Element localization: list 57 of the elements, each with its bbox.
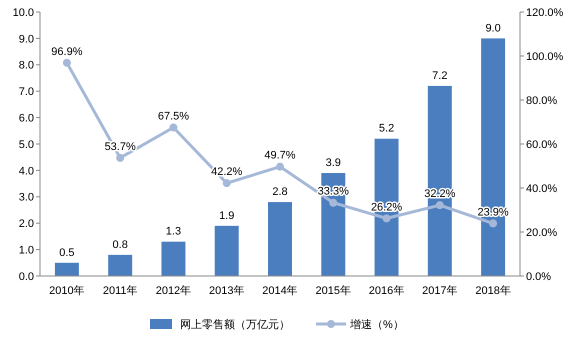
y-tick-label: 4.0 (18, 165, 34, 178)
bar (214, 226, 239, 276)
data-label: 5.2 (378, 122, 394, 135)
data-label: 7.2 (432, 70, 448, 82)
y2-tick-label: 80.0% (526, 94, 558, 107)
data-label: 1.9 (219, 210, 234, 222)
data-label: 67.5% (158, 110, 190, 122)
x-tick-label: 2017年 (422, 285, 458, 297)
point (329, 198, 338, 207)
y-tick-label: 8.0 (18, 60, 34, 72)
y-tick-label: 9.0 (18, 33, 34, 46)
y-tick-label: 10.0 (12, 6, 34, 19)
x-tick-label: 2018年 (475, 285, 511, 297)
y-tick-label: 7.0 (18, 86, 34, 98)
point (169, 124, 178, 132)
point (222, 179, 231, 188)
y-tick-label: 6.0 (18, 112, 34, 124)
data-label: 2.8 (272, 186, 288, 198)
point (382, 214, 391, 222)
point (116, 154, 124, 162)
y2-tick-label: 100.0% (526, 50, 564, 63)
data-label: 42.2% (211, 166, 243, 178)
bar (161, 242, 186, 276)
point (489, 219, 498, 228)
bar (268, 202, 292, 276)
x-tick-label: 2012年 (156, 285, 192, 297)
bar (54, 262, 79, 276)
data-label: 3.9 (326, 157, 341, 170)
y2-tick-label: 60.0% (526, 138, 558, 151)
y-tick-label: 5.0 (18, 138, 34, 151)
point (436, 201, 444, 210)
x-tick-label: 2014年 (262, 285, 298, 297)
data-label: 49.7% (264, 150, 296, 162)
y-tick-label: 1.0 (18, 244, 34, 256)
data-label: 1.3 (166, 226, 182, 238)
legend-label: 网上零售额（万亿元） (180, 318, 290, 331)
data-label: 9.0 (485, 22, 501, 34)
point (62, 58, 71, 67)
data-label: 53.7% (104, 140, 136, 153)
bar (108, 254, 132, 276)
y2-tick-label: 20.0% (526, 226, 558, 239)
y-tick-label: 3.0 (18, 192, 34, 204)
y2-tick-label: 0.0% (526, 270, 552, 283)
x-tick-label: 2010年 (49, 285, 85, 297)
legend-label: 增速（%） (349, 318, 404, 331)
data-label: 0.5 (59, 246, 75, 259)
data-label: 0.8 (112, 238, 128, 251)
x-tick-label: 2015年 (316, 285, 352, 297)
y-tick-label: 2.0 (18, 218, 34, 230)
data-label: 96.9% (51, 46, 83, 58)
y-tick-label: 0.0 (18, 270, 34, 283)
x-tick-label: 2011年 (102, 285, 138, 297)
y2-tick-label: 120.0% (526, 6, 564, 19)
y2-tick-label: 40.0% (526, 182, 558, 195)
x-tick-label: 2013年 (208, 285, 244, 297)
point (276, 162, 284, 171)
x-tick-label: 2016年 (368, 285, 404, 297)
